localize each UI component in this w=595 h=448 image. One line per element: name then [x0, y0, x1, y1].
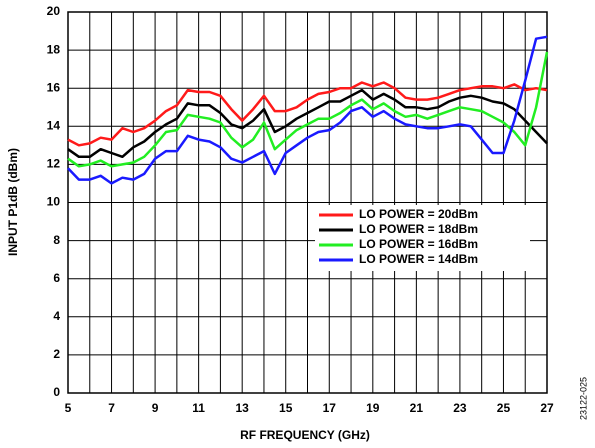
x-tick-label: 5 [65, 401, 72, 415]
series-line [67, 35, 548, 185]
series-line [67, 88, 548, 159]
x-tick-label: 19 [366, 401, 380, 415]
x-tick-label: 15 [279, 401, 293, 415]
series-line [67, 51, 549, 168]
y-tick-label: 18 [47, 42, 61, 56]
y-tick-label: 6 [53, 271, 60, 285]
x-tick-label: 17 [323, 401, 337, 415]
x-tick-label: 9 [152, 401, 159, 415]
legend-label: LO POWER = 20dBm [359, 207, 478, 221]
y-tick-label: 14 [47, 118, 61, 132]
series-line [67, 81, 548, 147]
y-axis-label: INPUT P1dB (dBm) [6, 148, 20, 256]
y-tick-label: 20 [47, 4, 61, 18]
x-tick-label: 23 [453, 401, 467, 415]
legend-label: LO POWER = 18dBm [359, 222, 478, 236]
x-tick-label: 25 [497, 401, 511, 415]
x-tick-label: 7 [108, 401, 115, 415]
y-tick-label: 16 [47, 80, 61, 94]
x-tick-label: 27 [540, 401, 554, 415]
y-tick-label: 4 [53, 309, 60, 323]
y-tick-label: 0 [53, 385, 60, 399]
legend-label: LO POWER = 16dBm [359, 237, 478, 251]
y-tick-label: 8 [53, 233, 60, 247]
x-tick-label: 13 [236, 401, 250, 415]
y-tick-label: 10 [47, 195, 61, 209]
legend-label: LO POWER = 14dBm [359, 252, 478, 266]
x-tick-label: 11 [192, 401, 205, 415]
y-tick-label: 2 [53, 347, 60, 361]
y-tick-label: 12 [47, 157, 61, 171]
x-tick-label: 21 [410, 401, 424, 415]
figure-id: 23122-025 [578, 377, 588, 420]
x-axis-label: RF FREQUENCY (GHz) [240, 428, 370, 442]
